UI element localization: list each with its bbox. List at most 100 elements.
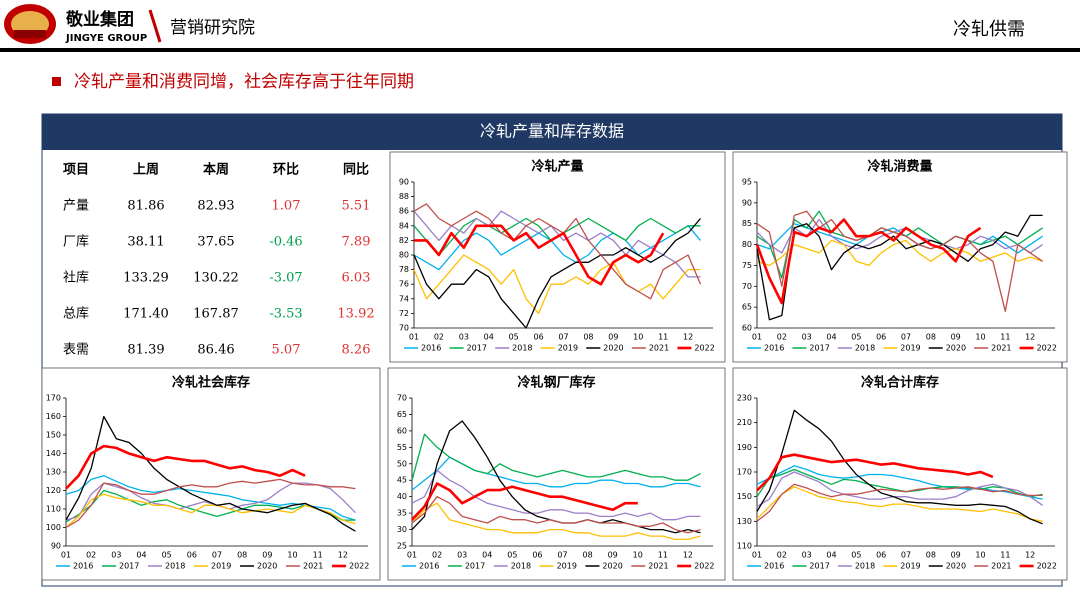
x-tick-label: 03 (111, 551, 121, 560)
series-line (65, 482, 356, 521)
legend-label: 2019 (900, 562, 920, 571)
y-tick-label: 210 (737, 418, 752, 427)
table-header: 上周 (133, 163, 159, 178)
legend-label: 2019 (558, 344, 578, 353)
legend-label: 2018 (512, 344, 532, 353)
x-tick-label: 08 (926, 551, 936, 560)
legend-label: 2017 (809, 344, 829, 353)
x-tick-label: 01 (61, 551, 71, 560)
table-cell: 5.51 (342, 199, 371, 214)
chart-frame (387, 367, 726, 581)
table-cell: -3.53 (269, 307, 302, 322)
series-line (413, 218, 701, 329)
legend-label: 2022 (1037, 344, 1057, 353)
legend-label: 2022 (694, 344, 714, 353)
x-tick-label: 04 (484, 333, 494, 342)
chart-frame (389, 151, 726, 363)
x-tick-label: 12 (1025, 551, 1035, 560)
x-tick-label: 08 (926, 333, 936, 342)
y-tick-label: 60 (397, 426, 407, 435)
y-tick-label: 65 (742, 303, 752, 312)
legend-label: 2022 (694, 562, 714, 571)
x-tick-label: 04 (136, 551, 146, 560)
panel-header (42, 114, 1062, 150)
series-line (411, 496, 701, 534)
y-tick-label: 170 (737, 468, 752, 477)
y-tick-label: 40 (397, 492, 407, 501)
y-tick-label: 90 (51, 542, 61, 551)
y-tick-label: 150 (737, 492, 752, 501)
chart: 冷轧消费量 60 65 70 75 80 85 90 95 01 02 03 04 05 06 07 08 09 1… (732, 151, 1068, 363)
y-tick-label: 65 (397, 410, 407, 419)
x-tick-label: 09 (951, 551, 961, 560)
x-tick-label: 11 (658, 333, 668, 342)
chart-title: 冷轧合计库存 (861, 375, 939, 391)
series-line (413, 254, 701, 315)
chart-frame (732, 367, 1068, 581)
legend-label: 2021 (303, 562, 323, 571)
legend-label: 2016 (421, 344, 441, 353)
chart-title: 冷轧社会库存 (172, 375, 250, 391)
x-tick-label: 09 (608, 551, 618, 560)
x-tick-label: 06 (876, 551, 886, 560)
x-tick-label: 05 (507, 551, 517, 560)
y-tick-label: 90 (399, 178, 409, 187)
x-tick-label: 07 (901, 333, 911, 342)
series-line (65, 493, 356, 528)
x-tick-label: 06 (532, 551, 542, 560)
legend-label: 2021 (649, 344, 669, 353)
x-tick-label: 05 (509, 333, 519, 342)
series-line (756, 214, 1043, 321)
chart: 冷轧合计库存 110 130 150 170 190 210 230 01 02 03 04 05 06 0… (732, 367, 1068, 581)
y-tick-label: 190 (737, 443, 752, 452)
x-tick-label: 04 (826, 551, 836, 560)
table-cell: 13.92 (337, 307, 374, 322)
legend-label: 2021 (991, 562, 1011, 571)
x-tick-label: 06 (533, 333, 543, 342)
y-tick-label: 140 (46, 449, 61, 458)
legend-label: 2016 (764, 344, 784, 353)
series-line (65, 444, 306, 490)
x-tick-label: 07 (901, 551, 911, 560)
x-tick-label: 05 (851, 551, 861, 560)
x-tick-label: 02 (432, 551, 442, 560)
logo-band (14, 30, 46, 38)
x-tick-label: 10 (975, 333, 985, 342)
legend-label: 2019 (900, 344, 920, 353)
brand-en: JINGYE GROUP (65, 33, 147, 44)
logo (4, 4, 56, 44)
series-line (756, 453, 994, 492)
y-tick-label: 95 (742, 178, 752, 187)
x-tick-label: 10 (975, 551, 985, 560)
x-tick-label: 12 (683, 333, 693, 342)
table-cell: 厂库 (63, 234, 89, 250)
x-tick-label: 08 (582, 551, 592, 560)
series-line (413, 225, 701, 271)
table-cell: 1.07 (272, 199, 301, 214)
table-cell: 133.29 (123, 271, 169, 286)
y-tick-label: 150 (46, 431, 61, 440)
table-cell: 130.22 (193, 271, 239, 286)
x-tick-label: 01 (752, 333, 762, 342)
table-cell: 81.39 (127, 343, 164, 358)
legend-label: 2021 (991, 344, 1011, 353)
legend-label: 2019 (557, 562, 577, 571)
chart-frame (41, 367, 381, 581)
header-rule (0, 48, 1080, 52)
y-tick-label: 82 (399, 236, 409, 245)
header-slash (148, 9, 162, 43)
y-tick-label: 78 (399, 265, 409, 274)
series-line (414, 224, 665, 286)
y-tick-label: 110 (46, 505, 61, 514)
x-tick-label: 04 (826, 333, 836, 342)
topic: 冷轧供需 (953, 19, 1025, 40)
x-tick-label: 08 (237, 551, 247, 560)
legend-label: 2022 (1037, 562, 1057, 571)
y-tick-label: 130 (737, 517, 752, 526)
x-tick-label: 02 (777, 333, 787, 342)
x-tick-label: 02 (434, 333, 444, 342)
table-cell: 8.26 (342, 343, 371, 358)
y-tick-label: 55 (397, 443, 407, 452)
y-tick-label: 70 (399, 324, 409, 333)
